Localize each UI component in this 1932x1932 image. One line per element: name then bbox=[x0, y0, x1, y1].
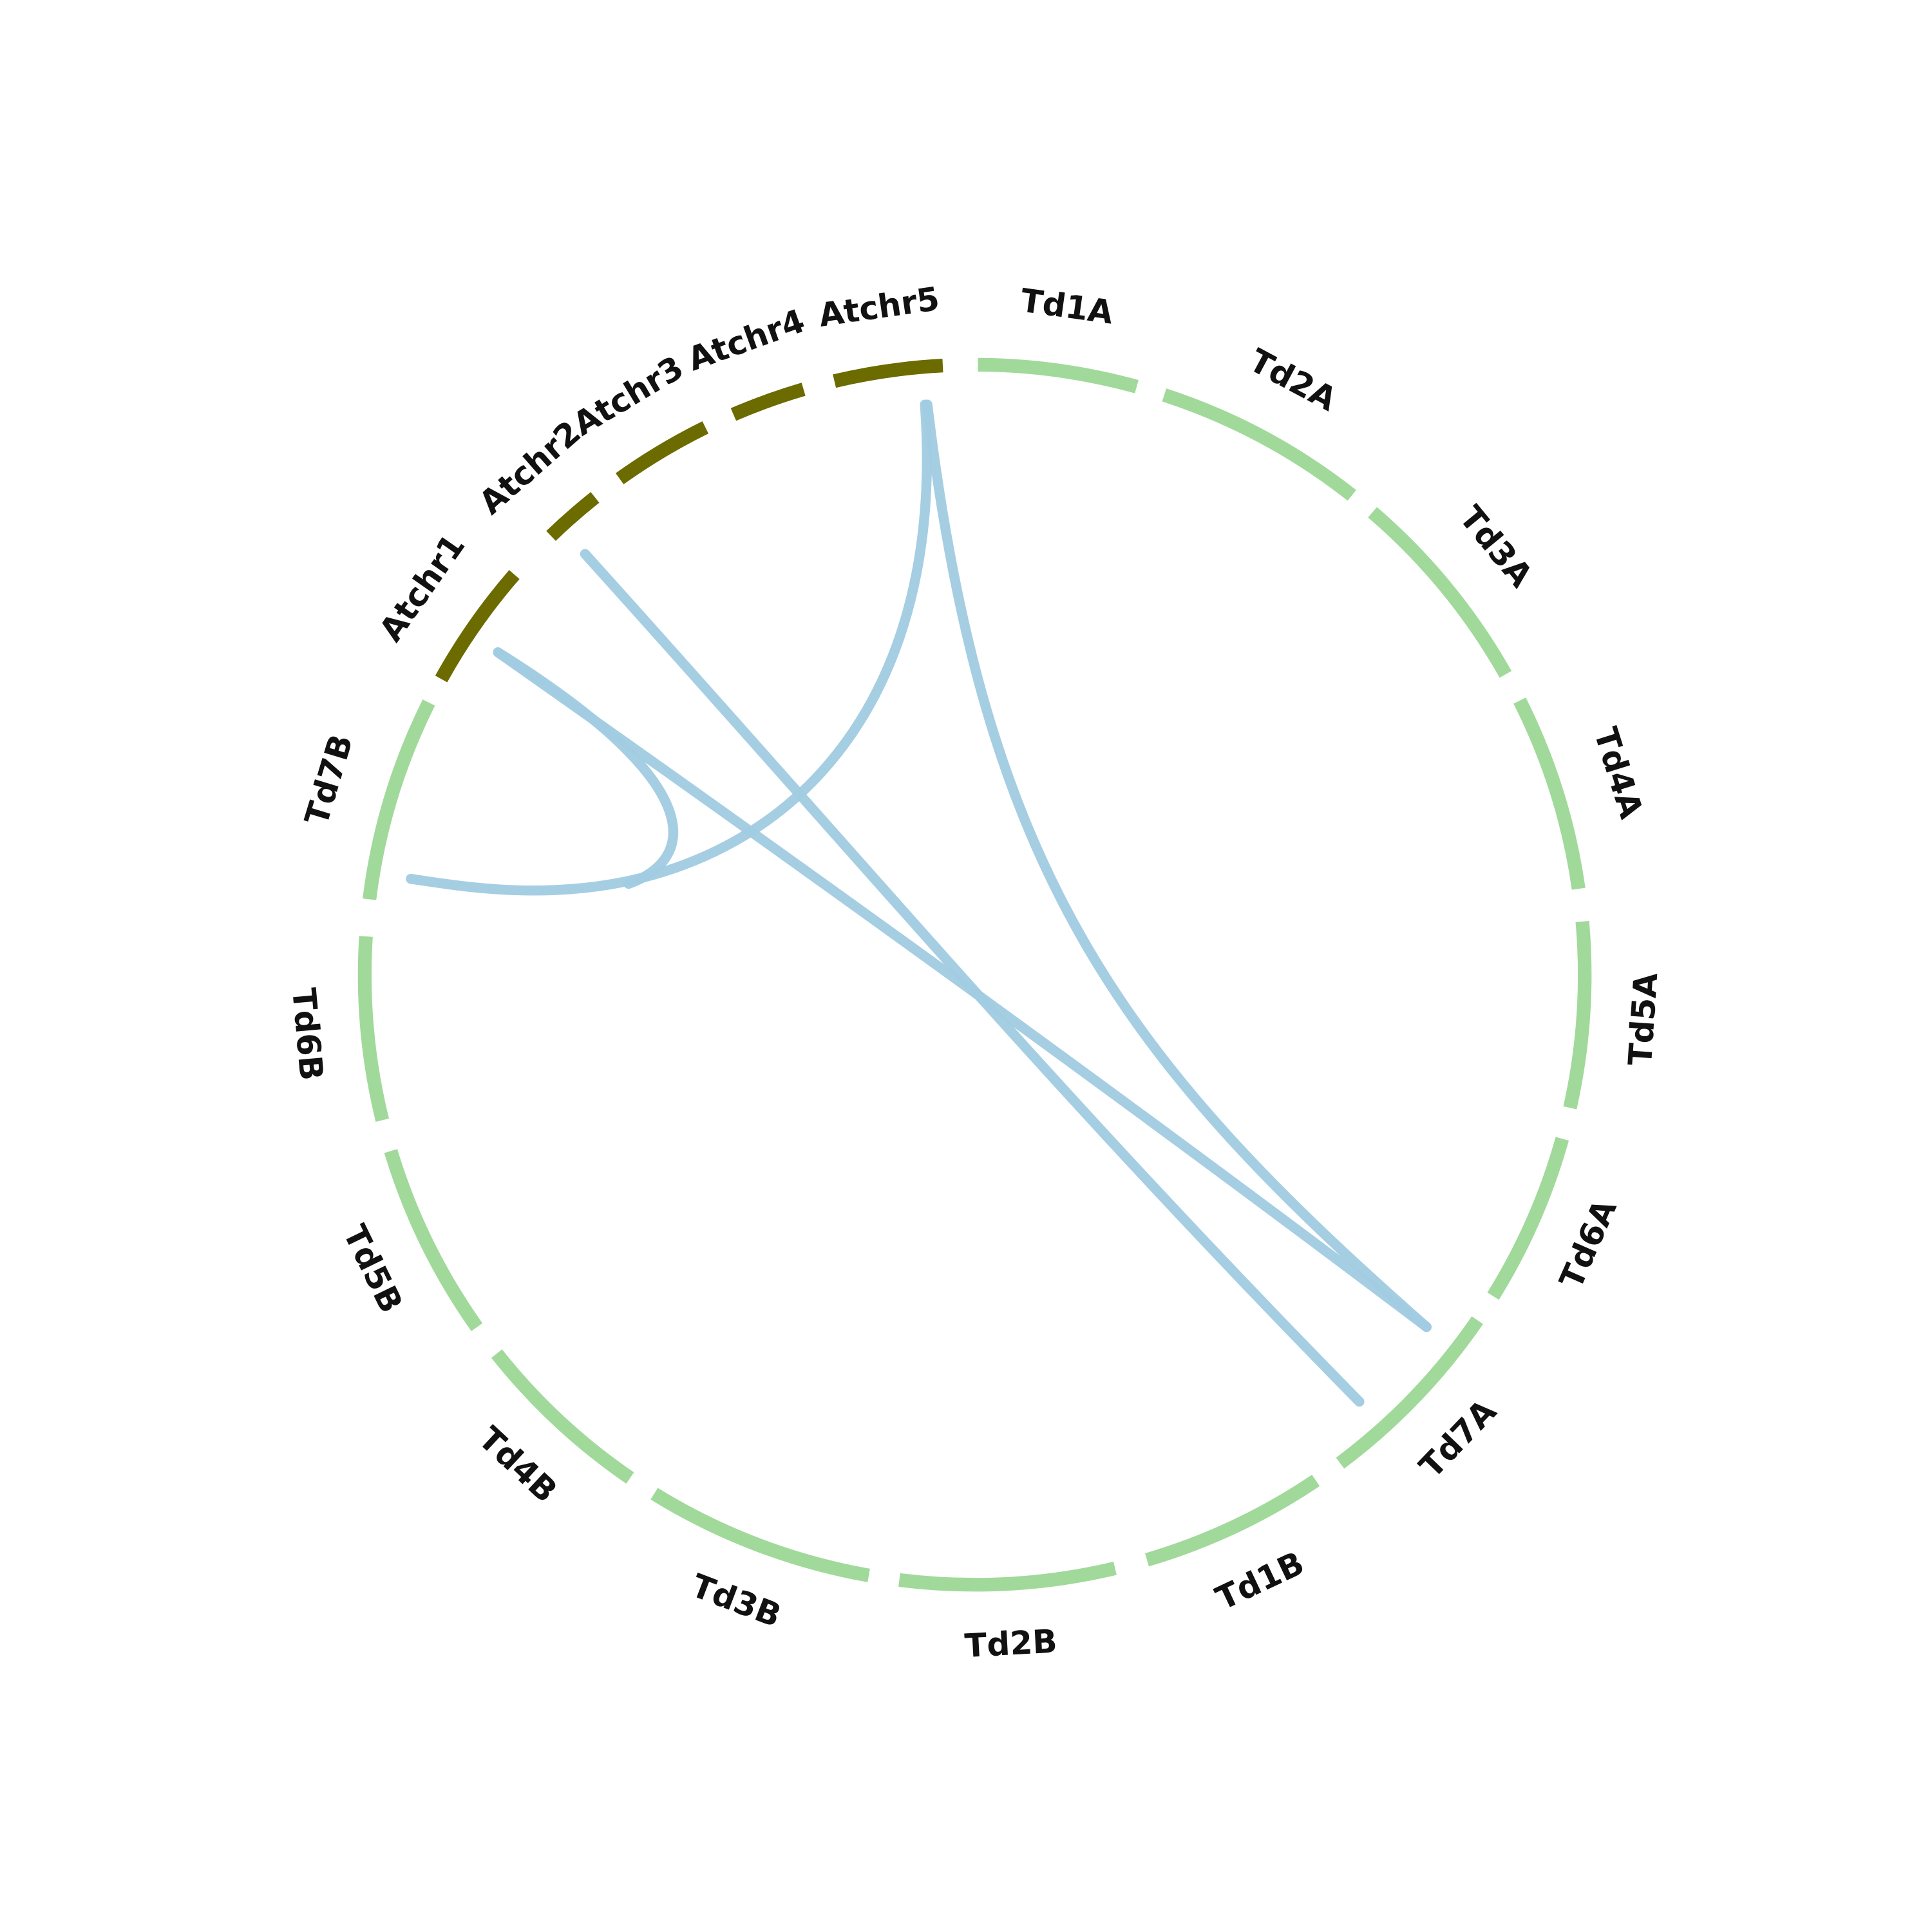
chromosome-arc bbox=[615, 421, 709, 485]
chromosome-label: Td2B bbox=[964, 1622, 1058, 1665]
chromosome-arc bbox=[546, 491, 600, 541]
link bbox=[493, 647, 1432, 1332]
chromosome-arc bbox=[833, 359, 943, 388]
chromosome-arc bbox=[1336, 1316, 1483, 1469]
ring bbox=[357, 357, 1592, 1592]
chromosome-arc bbox=[1513, 697, 1586, 890]
chromosome-label: Td6B bbox=[285, 987, 331, 1082]
chromosome-label: Td5A bbox=[1621, 971, 1665, 1066]
chromosome-arc bbox=[1563, 921, 1592, 1110]
chromosome-arc bbox=[1368, 507, 1512, 678]
link bbox=[493, 647, 679, 889]
chromosome-arc bbox=[650, 1488, 870, 1582]
link bbox=[922, 399, 1432, 1332]
chromosome-arc bbox=[363, 699, 435, 900]
chromosome-arc bbox=[1144, 1474, 1320, 1567]
links bbox=[406, 399, 1432, 1407]
chromosome-arc bbox=[1162, 388, 1356, 501]
chromosome-arc bbox=[1487, 1137, 1569, 1300]
chromosome-arc bbox=[491, 1349, 634, 1484]
chromosome-arc bbox=[384, 1149, 483, 1331]
link bbox=[406, 399, 933, 896]
chromosome-arc bbox=[357, 936, 390, 1122]
chromosome-arc bbox=[730, 383, 806, 421]
chromosome-arc bbox=[978, 357, 1139, 393]
chromosome-arc bbox=[435, 570, 520, 683]
chromosome-arc bbox=[898, 1561, 1117, 1592]
